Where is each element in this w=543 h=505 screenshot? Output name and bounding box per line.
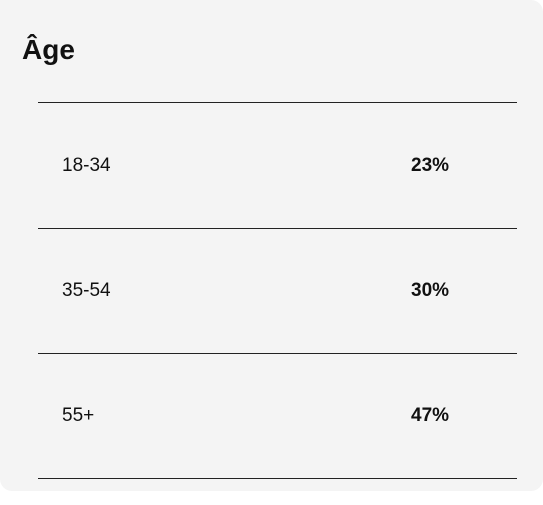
table-row: 55+ 47%: [38, 354, 517, 478]
divider: [38, 228, 517, 229]
percentage: 47%: [411, 405, 450, 426]
age-range: 55+: [62, 405, 95, 426]
divider: [38, 102, 517, 103]
table-row: 18-34 23%: [38, 103, 517, 228]
divider: [38, 478, 517, 479]
card-title: Âge: [22, 34, 75, 65]
divider: [38, 353, 517, 354]
table-row: 35-54 30%: [38, 229, 517, 353]
age-range: 18-34: [62, 154, 111, 176]
card: Âge 18-34 23% 35-54 30% 55+ 47%: [0, 0, 543, 491]
percentage: 23%: [411, 154, 450, 176]
age-range: 35-54: [62, 280, 111, 301]
percentage: 30%: [411, 280, 450, 301]
